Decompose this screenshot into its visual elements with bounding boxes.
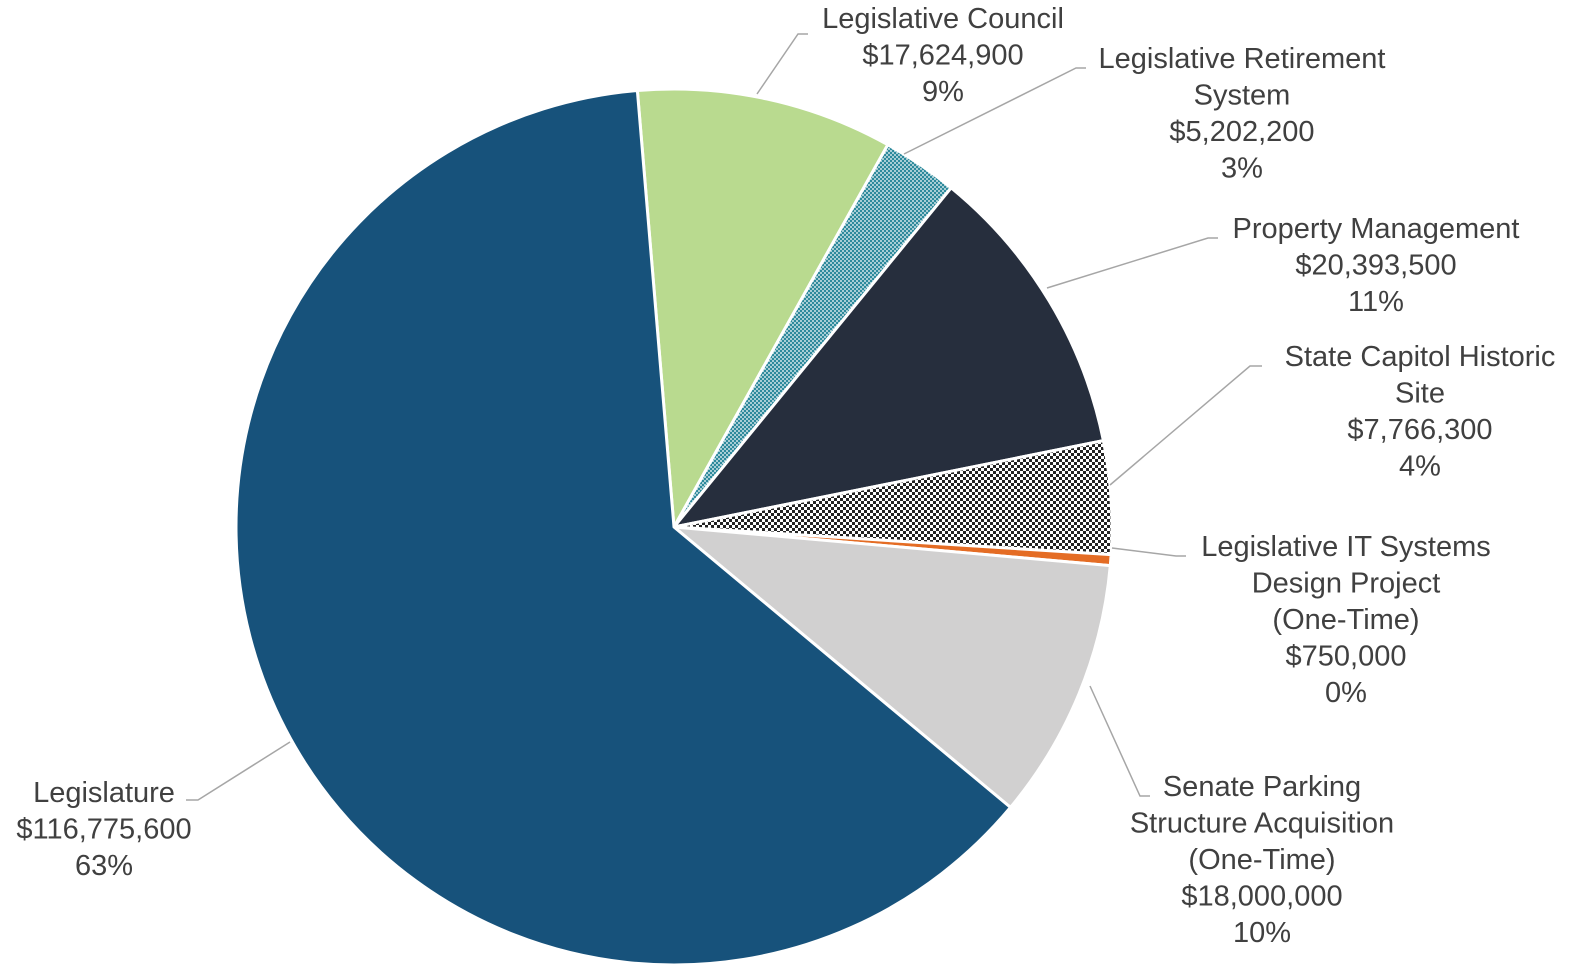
data-label-state-capitol-historic-site-percent: 4%	[1399, 451, 1441, 483]
data-label-state-capitol-historic-site-amount: $7,766,300	[1347, 414, 1492, 446]
pie-slice-legislature	[234, 89, 1012, 967]
data-label-legislature: Legislature $116,775,600 63%	[16, 777, 191, 882]
data-label-legislature-percent: 63%	[75, 850, 133, 882]
data-label-legislative-retirement-system-percent: 3%	[1221, 153, 1263, 185]
data-label-state-capitol-historic-site: State Capitol Historic Site $7,766,300 4%	[1285, 341, 1556, 483]
leader-line-state-capitol-historic-site	[1109, 365, 1262, 486]
data-label-property-management-name-line: Property Management	[1233, 213, 1520, 245]
data-label-legislature-amount: $116,775,600	[16, 814, 191, 846]
data-label-senate-parking-structure-acquisition-one-time: Senate Parking Structure Acquisition (One-…	[1130, 771, 1394, 949]
data-label-legislative-council: Legislative Council $17,624,900 9%	[822, 3, 1064, 108]
data-label-senate-parking-structure-acquisition-one-time-percent: 10%	[1233, 917, 1291, 949]
pie-slice-legislative-council	[635, 87, 890, 529]
data-label-legislative-it-systems-design-project-one-time-amount: $750,000	[1286, 641, 1407, 673]
data-label-legislature-name-line: Legislature	[33, 777, 175, 809]
data-label-state-capitol-historic-site-name-line: Site	[1395, 378, 1445, 410]
leader-line-legislative-it-systems-design-project-one-time	[1111, 547, 1186, 557]
data-label-legislative-it-systems-design-project-one-time-name-line: Legislative IT Systems	[1201, 531, 1491, 563]
leader-line-senate-parking-structure-acquisition-one-time	[1089, 685, 1150, 797]
data-label-legislative-retirement-system: Legislative Retirement System $5,202,200 3%	[1099, 43, 1386, 185]
data-label-legislative-retirement-system-amount: $5,202,200	[1169, 116, 1314, 148]
leader-line-legislative-retirement-system	[903, 67, 1086, 155]
leader-line-legislature	[186, 741, 291, 801]
data-label-legislative-it-systems-design-project-one-time-name-line: (One-Time)	[1272, 604, 1419, 636]
data-label-legislative-it-systems-design-project-one-time-name-line: Design Project	[1252, 568, 1441, 600]
data-label-property-management-amount: $20,393,500	[1295, 250, 1456, 282]
slice-labels: Legislative Council $17,624,900 9%Legislat…	[16, 3, 1555, 949]
leader-line-property-management	[1046, 237, 1218, 289]
data-label-senate-parking-structure-acquisition-one-time-name-line: Senate Parking	[1163, 771, 1361, 803]
data-label-senate-parking-structure-acquisition-one-time-name-line: (One-Time)	[1188, 844, 1335, 876]
pie-slices	[234, 87, 1114, 967]
pie-slice-property-management	[672, 186, 1105, 529]
data-label-senate-parking-structure-acquisition-one-time-amount: $18,000,000	[1181, 881, 1342, 913]
data-label-property-management-percent: 11%	[1348, 286, 1404, 318]
data-label-legislative-council-amount: $17,624,900	[862, 40, 1023, 72]
data-label-property-management: Property Management $20,393,500 11%	[1233, 213, 1520, 318]
data-label-legislative-it-systems-design-project-one-time-percent: 0%	[1325, 677, 1367, 709]
data-label-state-capitol-historic-site-name-line: State Capitol Historic	[1285, 341, 1556, 373]
data-label-legislative-council-percent: 9%	[922, 76, 964, 108]
data-label-legislative-it-systems-design-project-one-time: Legislative IT Systems Design Project (One…	[1201, 531, 1491, 709]
data-label-legislative-retirement-system-name-line: System	[1194, 80, 1291, 112]
data-label-legislative-council-name-line: Legislative Council	[822, 3, 1064, 35]
pie-slice-senate-parking-structure-acquisition-one-time	[672, 525, 1112, 809]
data-label-senate-parking-structure-acquisition-one-time-name-line: Structure Acquisition	[1130, 808, 1394, 840]
leader-lines	[186, 33, 1262, 801]
data-label-legislative-retirement-system-name-line: Legislative Retirement	[1099, 43, 1386, 75]
leader-line-legislative-council	[756, 33, 808, 95]
